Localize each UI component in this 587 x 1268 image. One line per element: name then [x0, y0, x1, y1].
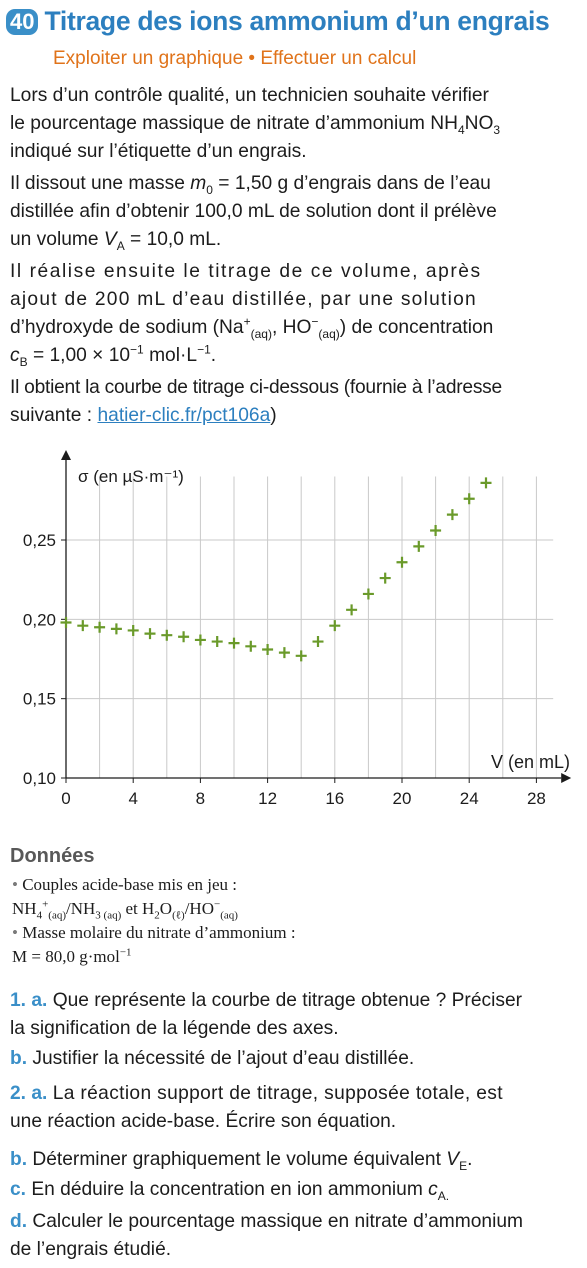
data-point [94, 621, 106, 633]
x-tick-label: 12 [258, 789, 277, 808]
x-axis-label: V (en mL) [491, 752, 570, 772]
y-tick-label: 0,15 [23, 690, 56, 709]
x-tick-label: 20 [393, 789, 412, 808]
data-section-title: Données [10, 845, 95, 867]
data-point [295, 650, 307, 662]
intro-paragraph-1: Lors d’un contrôle qualité, un technicie… [10, 85, 501, 162]
data-point [194, 634, 206, 646]
data-molar-mass-value: M = 80,0 g·mol−1 [12, 946, 132, 966]
data-point [60, 617, 72, 629]
y-tick-label: 0,10 [23, 769, 56, 788]
x-tick-label: 28 [527, 789, 546, 808]
data-point [362, 588, 374, 600]
data-point [346, 604, 358, 616]
data-point [211, 636, 223, 648]
question-2a: 2. a. La réaction support de titrage, su… [10, 1083, 503, 1132]
y-tick-label: 0,25 [23, 531, 56, 550]
data-point [312, 636, 324, 648]
data-couples-line: • Couples acide-base mis en jeu : [12, 875, 238, 894]
data-molar-mass-line: • Masse molaire du nitrate d’ammonium : [12, 923, 296, 942]
question-1a: 1. a. Que représente la courbe de titrag… [10, 990, 523, 1039]
intro-paragraph-2: Il dissout une masse m0 = 1,50 g d’engra… [10, 173, 497, 253]
data-point [396, 556, 408, 568]
x-tick-label: 8 [196, 789, 205, 808]
question-2d: d. Calculer le pourcentage massique en n… [10, 1211, 524, 1260]
x-tick-label: 0 [61, 789, 70, 808]
exercise-subtitle: Exploiter un graphique • Effectuer un ca… [53, 48, 417, 69]
data-point [161, 629, 173, 641]
data-point [329, 620, 341, 632]
x-axis-arrow [561, 773, 572, 783]
titration-chart: 0 4 8 12 16 20 24 28 0,10 0,15 0,20 0,25 σ (en µS·m… [23, 450, 572, 808]
x-tick-label: 24 [460, 789, 479, 808]
data-point [228, 637, 240, 649]
data-point [262, 643, 274, 655]
data-point [379, 572, 391, 584]
exercise-number-badge: 40 [6, 8, 39, 35]
data-point [77, 620, 89, 632]
data-point [446, 509, 458, 521]
question-2b: b. Déterminer graphiquement le volume éq… [10, 1149, 473, 1173]
data-point [413, 540, 425, 552]
data-point [278, 647, 290, 659]
data-point [144, 628, 156, 640]
intro-paragraph-4: Il obtient la courbe de titrage ci-desso… [10, 377, 502, 426]
data-point [178, 631, 190, 643]
data-point [127, 624, 139, 636]
intro-paragraph-3: Il réalise ensuite le titrage de ce volu… [10, 261, 494, 369]
data-point [430, 524, 442, 536]
y-tick-label: 0,20 [23, 610, 56, 629]
x-tick-label: 16 [325, 789, 344, 808]
y-axis-label: σ (en µS·m⁻¹) [78, 467, 184, 486]
resource-link[interactable]: hatier-clic.fr/pct106a [97, 405, 271, 426]
exercise-title: Titrage des ions ammonium d’un engrais [44, 6, 550, 36]
data-couples-formula: NH4+(aq)/NH3 (aq) et H2O(ℓ)/HO−(aq) [12, 898, 238, 922]
data-point [480, 477, 492, 489]
exercise-header: 40 Titrage des ions ammonium d’un engrai… [6, 6, 550, 37]
x-tick-label: 4 [128, 789, 137, 808]
y-axis-arrow [61, 450, 71, 460]
data-point [110, 623, 122, 635]
data-point [463, 493, 475, 505]
data-point [245, 640, 257, 652]
question-1b: b. Justifier la nécessité de l’ajout d’e… [10, 1048, 415, 1069]
question-2c: c. En déduire la concentration en ion am… [10, 1179, 450, 1203]
